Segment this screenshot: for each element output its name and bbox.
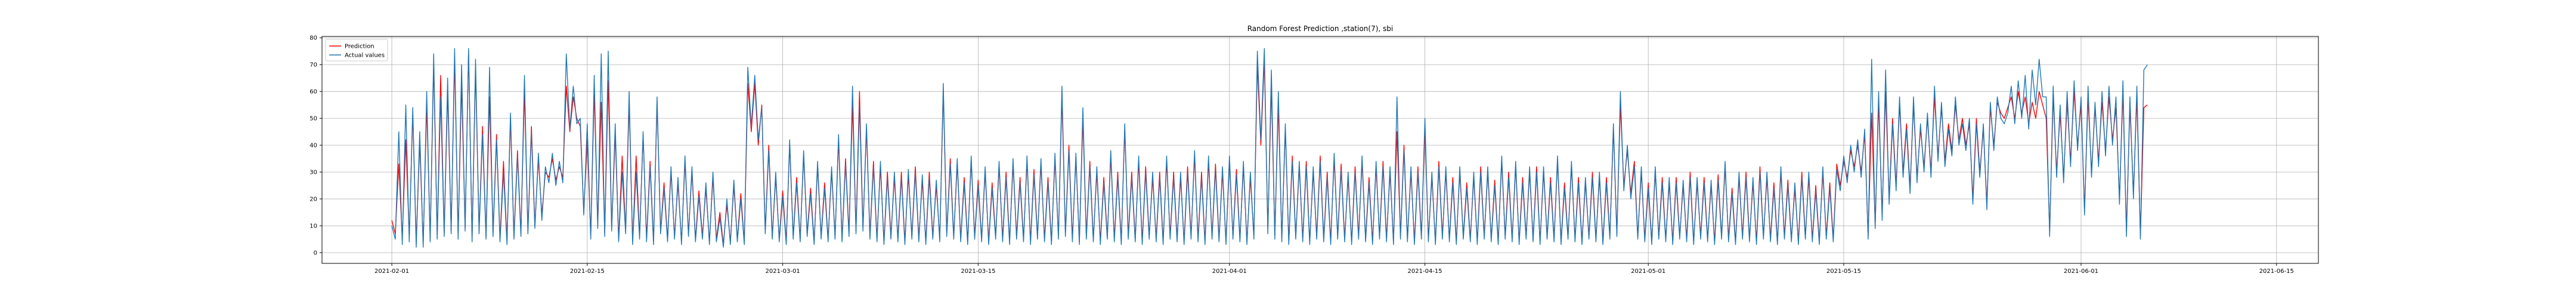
legend-label: Prediction bbox=[345, 44, 374, 50]
y-tick-label: 10 bbox=[309, 223, 317, 230]
y-tick-label: 50 bbox=[309, 116, 317, 122]
x-tick-label: 2021-06-15 bbox=[2259, 268, 2294, 275]
y-tick-label: 60 bbox=[309, 89, 317, 96]
actual-values-series-line bbox=[391, 48, 2148, 248]
x-axis: 2021-02-01 2021-02-15 2021-03-01 2021-03-15… bbox=[374, 263, 2294, 275]
x-tick-label: 2021-03-15 bbox=[961, 268, 995, 275]
x-tick-label: 2021-04-01 bbox=[1212, 268, 1247, 275]
y-tick-label: 70 bbox=[309, 62, 317, 69]
x-tick-label: 2021-05-15 bbox=[1826, 268, 1861, 275]
y-tick-label: 80 bbox=[309, 35, 317, 42]
x-tick-label: 2021-02-01 bbox=[374, 268, 409, 275]
legend-box bbox=[325, 39, 388, 62]
y-tick-label: 30 bbox=[309, 170, 317, 176]
x-tick-label: 2021-03-01 bbox=[766, 268, 800, 275]
y-tick-label: 0 bbox=[314, 250, 317, 257]
x-tick-label: 2021-04-15 bbox=[1408, 268, 1442, 275]
chart-title: Random Forest Prediction ,station(7), sb… bbox=[1247, 24, 1394, 33]
y-tick-label: 20 bbox=[309, 196, 317, 203]
series-lines bbox=[391, 48, 2148, 248]
y-tick-label: 40 bbox=[309, 143, 317, 149]
legend: Prediction Actual values bbox=[325, 39, 388, 62]
legend-label: Actual values bbox=[345, 53, 385, 59]
x-tick-label: 2021-05-01 bbox=[1631, 268, 1665, 275]
y-axis: 0 10 20 30 40 50 60 70 80 bbox=[309, 35, 322, 257]
plot-area-frame bbox=[321, 36, 2319, 264]
grid-lines bbox=[322, 36, 2318, 263]
x-tick-label: 2021-06-01 bbox=[2064, 268, 2098, 275]
x-tick-label: 2021-02-15 bbox=[570, 268, 605, 275]
